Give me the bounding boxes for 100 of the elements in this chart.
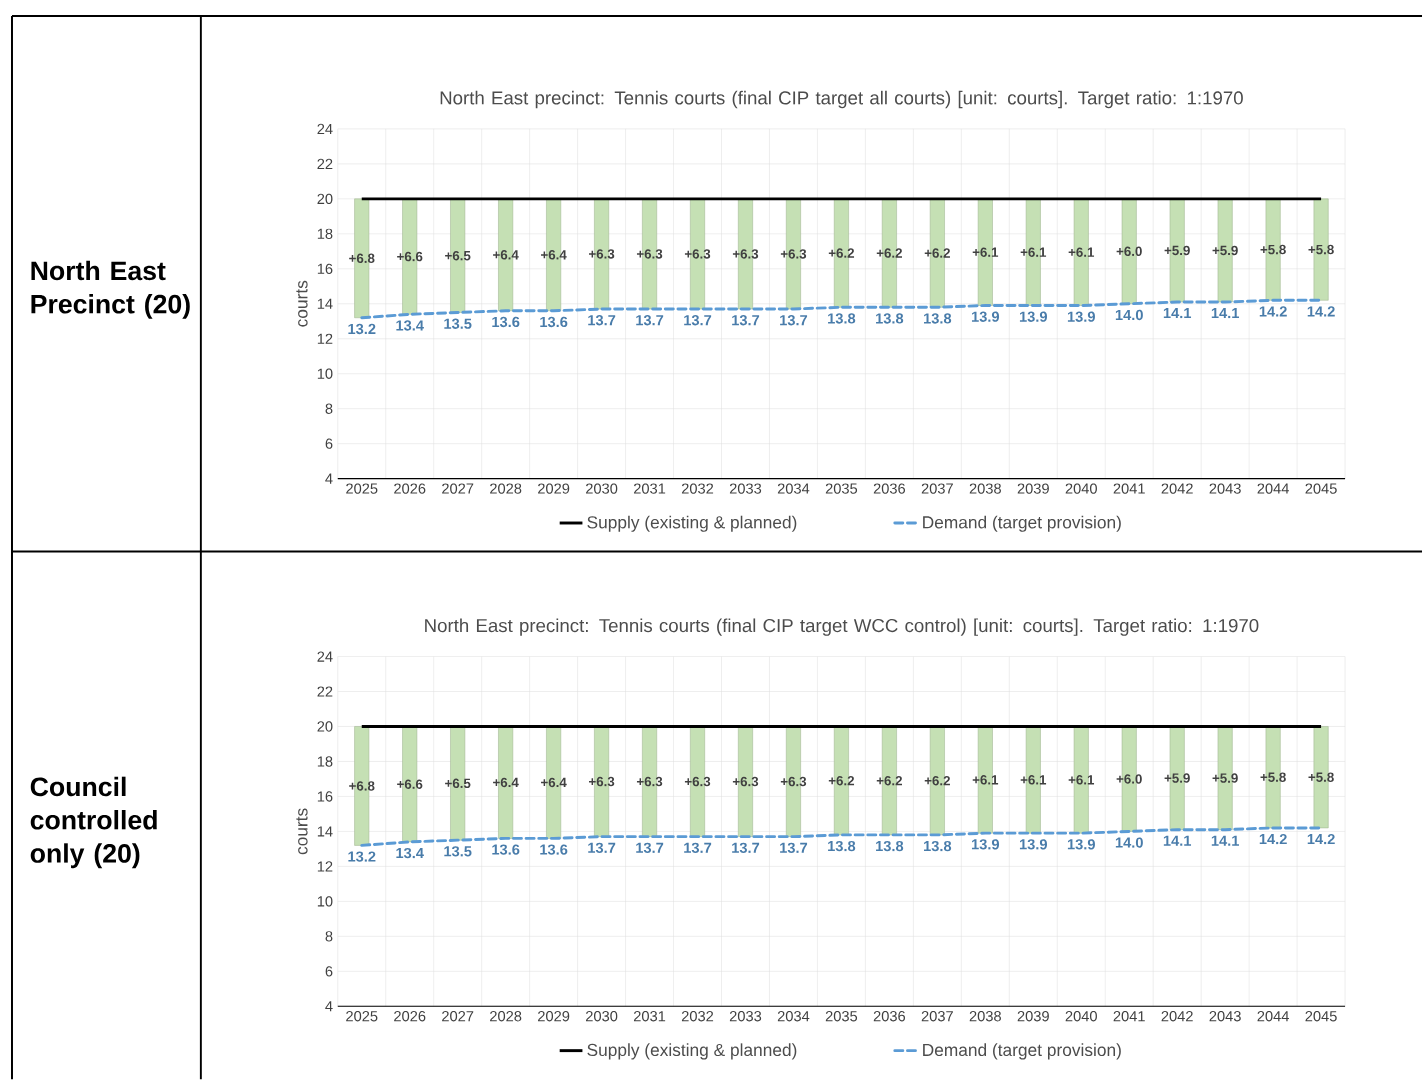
data-label: +6.8 bbox=[349, 781, 375, 791]
data-label: 13.8 bbox=[828, 840, 856, 852]
data-label: 14.0 bbox=[1115, 837, 1143, 848]
data-label: 13.7 bbox=[588, 314, 616, 326]
text: North East Precinct (20) bbox=[31, 260, 190, 319]
data-label: +6.3 bbox=[589, 776, 615, 787]
data-label: +5.8 bbox=[1308, 772, 1334, 782]
x-tick-label: 2037 bbox=[921, 1010, 953, 1022]
data-label: +5.9 bbox=[1212, 773, 1238, 783]
data-label: +6.3 bbox=[636, 249, 663, 259]
data-label: 13.7 bbox=[780, 842, 808, 853]
data-label: 13.7 bbox=[684, 842, 712, 853]
data-label: +6.3 bbox=[636, 776, 663, 787]
data-label: +5.8 bbox=[1260, 772, 1286, 782]
data-label: 13.8 bbox=[924, 840, 952, 852]
y-tick-label: 24 bbox=[317, 651, 333, 662]
data-label: 13.8 bbox=[924, 313, 952, 324]
data-label: 14.1 bbox=[1163, 835, 1192, 846]
data-label: 13.4 bbox=[396, 320, 424, 331]
data-label: 13.7 bbox=[780, 314, 808, 326]
x-tick-label: 2031 bbox=[633, 1010, 666, 1022]
x-tick-label: 2045 bbox=[1305, 483, 1337, 494]
data-label: +6.1 bbox=[1068, 247, 1095, 257]
data-label: 13.8 bbox=[876, 840, 904, 852]
x-tick-label: 2033 bbox=[729, 483, 762, 494]
data-label: 13.7 bbox=[636, 314, 664, 326]
x-tick-label: 2032 bbox=[681, 483, 714, 494]
data-label: +6.2 bbox=[924, 248, 950, 258]
data-label: 13.9 bbox=[1067, 311, 1095, 322]
data-label: 13.6 bbox=[492, 844, 520, 855]
data-label: +5.8 bbox=[1260, 244, 1286, 255]
x-tick-label: 2029 bbox=[538, 1010, 570, 1022]
data-label: 13.9 bbox=[971, 839, 1000, 850]
x-tick-label: 2026 bbox=[394, 1010, 426, 1022]
legend-label: Demand (target provision) bbox=[923, 1043, 1121, 1060]
data-label: 14.2 bbox=[1307, 306, 1335, 317]
x-tick-label: 2025 bbox=[346, 483, 378, 494]
x-tick-label: 2030 bbox=[586, 483, 618, 494]
data-label: +6.8 bbox=[349, 253, 375, 263]
data-label: +6.0 bbox=[1116, 774, 1142, 784]
data-label: +6.1 bbox=[972, 775, 999, 785]
data-label: +5.8 bbox=[1308, 244, 1334, 255]
data-label: +6.2 bbox=[876, 775, 902, 786]
data-label: 13.5 bbox=[444, 846, 472, 857]
data-label: +6.4 bbox=[541, 777, 567, 788]
data-label: +6.3 bbox=[684, 776, 711, 787]
x-tick-label: 2030 bbox=[586, 1010, 618, 1022]
chart-title: North East precinct: Tennis courts (final CIP target WCC control) [unit: courts]. Target ratio: 1:1970 bbox=[425, 618, 1259, 636]
data-label: +6.1 bbox=[1068, 775, 1095, 785]
data-label: 14.1 bbox=[1211, 835, 1239, 846]
y-tick-label: 10 bbox=[317, 368, 333, 379]
data-label: +6.4 bbox=[493, 777, 519, 788]
data-label: +6.4 bbox=[493, 249, 519, 260]
data-label: +5.9 bbox=[1164, 773, 1190, 783]
data-label: 13.9 bbox=[1019, 311, 1047, 322]
data-label: 13.8 bbox=[828, 313, 856, 324]
y-tick-label: 20 bbox=[317, 721, 333, 732]
data-label: 14.1 bbox=[1211, 307, 1239, 318]
data-label: +6.3 bbox=[780, 249, 807, 259]
data-label: +6.3 bbox=[732, 776, 759, 787]
data-label: 14.2 bbox=[1259, 306, 1287, 317]
x-tick-label: 2026 bbox=[394, 483, 426, 494]
x-tick-label: 2025 bbox=[346, 1010, 378, 1022]
y-tick-label: 22 bbox=[317, 686, 333, 697]
y-tick-label: 14 bbox=[317, 826, 333, 837]
x-tick-label: 2037 bbox=[921, 483, 953, 494]
data-label: +6.3 bbox=[780, 776, 807, 787]
x-tick-label: 2034 bbox=[777, 1010, 810, 1022]
y-tick-label: 18 bbox=[317, 228, 333, 239]
y-tick-label: 22 bbox=[317, 158, 333, 169]
x-tick-label: 2031 bbox=[633, 483, 666, 494]
legend-label: Supply (existing & planned) bbox=[587, 1043, 797, 1060]
y-tick-label: 20 bbox=[317, 193, 333, 204]
x-tick-label: 2044 bbox=[1257, 1010, 1289, 1022]
legend-label: Demand (target provision) bbox=[923, 515, 1121, 532]
data-label: 14.0 bbox=[1115, 309, 1143, 321]
x-tick-label: 2036 bbox=[873, 483, 906, 494]
data-label: 13.2 bbox=[348, 323, 376, 335]
data-label: 13.7 bbox=[636, 842, 664, 853]
data-label: +6.1 bbox=[972, 247, 999, 257]
data-label: +5.9 bbox=[1164, 245, 1190, 256]
data-label: 14.1 bbox=[1163, 307, 1192, 318]
x-tick-label: 2041 bbox=[1113, 483, 1145, 494]
y-axis-title: courts bbox=[296, 808, 308, 855]
y-tick-label: 4 bbox=[325, 1001, 333, 1012]
data-label: +6.5 bbox=[445, 778, 471, 788]
x-tick-label: 2041 bbox=[1113, 1010, 1145, 1022]
x-tick-label: 2027 bbox=[442, 1010, 474, 1022]
y-tick-label: 8 bbox=[325, 931, 333, 942]
y-tick-label: 6 bbox=[325, 438, 333, 449]
data-label: +6.3 bbox=[589, 249, 615, 259]
x-tick-label: 2035 bbox=[825, 483, 858, 494]
x-tick-label: 2040 bbox=[1065, 1010, 1097, 1022]
data-label: 13.5 bbox=[444, 318, 472, 329]
data-label: +6.4 bbox=[541, 249, 567, 260]
data-label: 13.9 bbox=[1067, 839, 1095, 850]
x-tick-label: 2028 bbox=[490, 1010, 522, 1022]
x-tick-label: 2043 bbox=[1209, 483, 1241, 494]
data-label: +6.6 bbox=[397, 779, 423, 789]
data-label: 13.2 bbox=[348, 851, 376, 862]
